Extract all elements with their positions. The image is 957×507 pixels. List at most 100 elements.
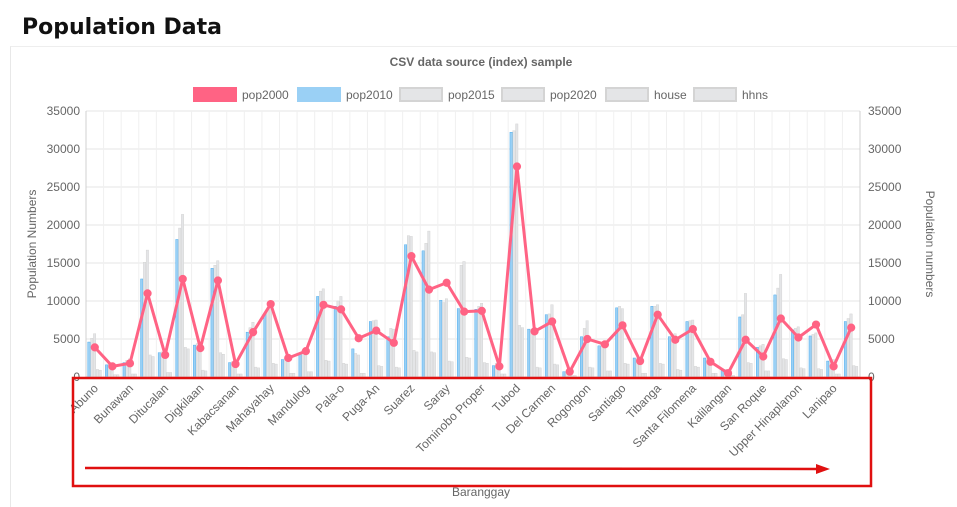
bar-house [623,363,627,378]
bar-house [817,368,821,378]
chart-panel [10,46,957,507]
bar-pop2010 [474,309,478,378]
bar-pop2015 [354,353,358,378]
y-tick-label-left: 10000 [47,294,81,308]
point-pop2000 [178,274,187,284]
point-pop2000 [372,326,381,335]
bar-pop2020 [145,249,149,378]
bar-hhns [327,360,331,378]
bar-pop2015 [266,309,270,378]
y-tick-label-right: 35000 [868,104,902,118]
bar-house [518,325,521,378]
y-tick-label-right: 25000 [868,180,902,194]
y-tick-label-right: 10000 [868,294,902,308]
legend-label-house: house [654,88,687,102]
point-pop2000 [583,334,592,344]
point-pop2000 [231,359,240,369]
bar-hhns [608,370,612,378]
page-title: Population Data [22,15,222,40]
bar-hhns [644,373,647,378]
x-tick-label: Santiago [585,381,629,425]
bar-house [271,363,275,378]
bar-hhns [767,370,771,378]
bar-hhns [186,348,190,378]
point-pop2000 [161,350,170,360]
bar-pop2015 [758,345,762,378]
legend-swatch-house [605,87,649,102]
bar-pop2010 [263,312,267,378]
y-tick-label-left: 25000 [47,180,81,194]
legend-swatch-hhns [693,87,737,102]
bar-hhns [556,364,559,378]
y-tick-label-right: 20000 [868,218,902,232]
bar-house [465,357,469,378]
point-pop2000 [565,367,574,376]
bar-pop2015 [776,287,780,378]
point-pop2000 [829,362,838,371]
point-pop2000 [424,285,434,294]
legend-swatch-pop2000 [193,87,237,102]
bar-hhns [169,372,172,378]
bar-hhns [661,363,665,378]
bar-pop2020 [181,214,184,378]
point-pop2000 [196,344,205,353]
bar-pop2010 [105,364,108,378]
bar-hhns [626,363,630,378]
bar-pop2010 [386,336,390,378]
x-tick-label: Tubod [489,381,523,415]
bar-pop2020 [445,298,448,378]
annotation-box [71,376,873,488]
annotation-arrow-head [816,464,830,474]
bar-house [183,347,187,378]
bar-hhns [784,359,788,378]
legend-swatch-pop2015 [399,87,443,102]
bar-hhns [820,369,823,378]
bar-pop2020 [462,261,466,378]
bar-pop2020 [744,293,747,378]
bar-pop2020 [814,332,818,378]
point-pop2000 [354,334,363,343]
bar-hhns [520,327,524,378]
point-pop2000 [389,338,398,347]
bar-pop2010 [157,352,161,378]
legend-label-pop2020: pop2020 [550,88,597,102]
point-pop2000 [213,276,223,285]
bar-house [166,372,170,378]
bar-pop2010 [703,357,707,378]
bar-house [430,351,434,378]
bar-pop2015 [530,328,533,378]
bar-pop2020 [515,123,519,378]
bar-pop2010 [351,348,355,378]
y-tick-label-right: 15000 [868,256,902,270]
bar-house [711,373,715,378]
bar-pop2010 [140,278,144,378]
bar-pop2010 [650,306,654,378]
bar-house [201,369,205,378]
x-tick-label: Suarez [381,381,418,418]
y-tick-label-left: 15000 [47,256,81,270]
bar-hhns [362,373,366,378]
bar-pop2015 [178,227,182,378]
bar-hhns [151,356,155,378]
bar-hhns [802,368,806,378]
bar-pop2015 [618,306,621,378]
point-pop2000 [319,300,328,309]
bar-pop2010 [298,352,302,378]
legend: pop2000 pop2010 pop2015 pop2020 house hhns [193,87,768,102]
bar-pop2010 [527,328,531,378]
bar-house [553,363,557,378]
bar-pop2010 [210,268,214,378]
bar-house [799,367,803,378]
bar-pop2015 [459,265,463,378]
bar-pop2010 [685,321,689,378]
bar-house [588,366,592,378]
legend-swatch-pop2010 [297,87,341,102]
bar-pop2010 [369,321,372,378]
bar-house [764,370,768,378]
legend-label-pop2015: pop2015 [448,88,495,102]
point-pop2000 [847,323,856,332]
bar-hhns [485,363,489,378]
bar-house [395,366,398,378]
bar-pop2010 [456,308,460,378]
y-axis-title-right: Population numbers [923,191,937,298]
